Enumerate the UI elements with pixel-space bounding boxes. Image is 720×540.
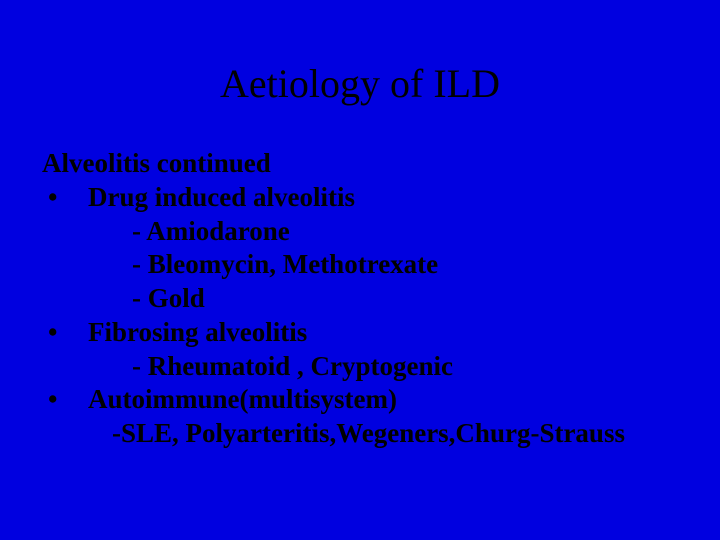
sub-item: - Gold — [42, 282, 680, 316]
bullet-item: • Fibrosing alveolitis — [42, 316, 680, 350]
bullet-item: • Drug induced alveolitis — [42, 181, 680, 215]
sub-item: -SLE, Polyarteritis,Wegeners,Churg-Strau… — [42, 417, 680, 451]
section-heading: Alveolitis continued — [42, 147, 680, 181]
bullet-icon: • — [42, 383, 88, 417]
bullet-label: Autoimmune(multisystem) — [88, 383, 397, 417]
slide-body: Alveolitis continued • Drug induced alve… — [40, 147, 680, 451]
slide-title: Aetiology of ILD — [40, 60, 680, 107]
bullet-icon: • — [42, 316, 88, 350]
sub-item: - Amiodarone — [42, 215, 680, 249]
slide: Aetiology of ILD Alveolitis continued • … — [0, 0, 720, 540]
sub-item: - Bleomycin, Methotrexate — [42, 248, 680, 282]
bullet-label: Drug induced alveolitis — [88, 181, 355, 215]
bullet-label: Fibrosing alveolitis — [88, 316, 307, 350]
bullet-icon: • — [42, 181, 88, 215]
sub-item: - Rheumatoid , Cryptogenic — [42, 350, 680, 384]
bullet-item: • Autoimmune(multisystem) — [42, 383, 680, 417]
